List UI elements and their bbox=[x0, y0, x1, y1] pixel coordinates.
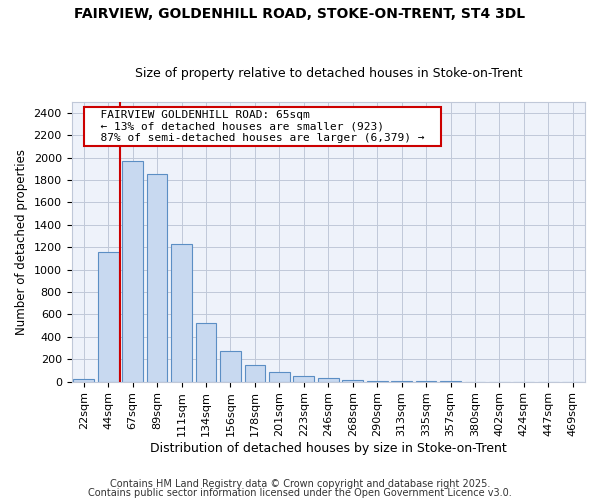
Bar bbox=[98, 252, 119, 382]
Bar bbox=[220, 352, 241, 382]
Bar bbox=[147, 174, 167, 382]
Text: FAIRVIEW GOLDENHILL ROAD: 65sqm
  ← 13% of detached houses are smaller (923)
  8: FAIRVIEW GOLDENHILL ROAD: 65sqm ← 13% of… bbox=[87, 110, 438, 143]
Bar bbox=[269, 372, 290, 382]
Text: Contains HM Land Registry data © Crown copyright and database right 2025.: Contains HM Land Registry data © Crown c… bbox=[110, 479, 490, 489]
Bar bbox=[293, 376, 314, 382]
Bar bbox=[122, 161, 143, 382]
Bar bbox=[73, 380, 94, 382]
X-axis label: Distribution of detached houses by size in Stoke-on-Trent: Distribution of detached houses by size … bbox=[150, 442, 506, 455]
Y-axis label: Number of detached properties: Number of detached properties bbox=[15, 148, 28, 334]
Title: Size of property relative to detached houses in Stoke-on-Trent: Size of property relative to detached ho… bbox=[134, 66, 522, 80]
Bar bbox=[171, 244, 192, 382]
Bar bbox=[318, 378, 338, 382]
Text: Contains public sector information licensed under the Open Government Licence v3: Contains public sector information licen… bbox=[88, 488, 512, 498]
Bar bbox=[196, 324, 217, 382]
Text: FAIRVIEW, GOLDENHILL ROAD, STOKE-ON-TRENT, ST4 3DL: FAIRVIEW, GOLDENHILL ROAD, STOKE-ON-TREN… bbox=[74, 8, 526, 22]
Bar bbox=[245, 365, 265, 382]
Bar bbox=[343, 380, 363, 382]
Bar bbox=[367, 381, 388, 382]
